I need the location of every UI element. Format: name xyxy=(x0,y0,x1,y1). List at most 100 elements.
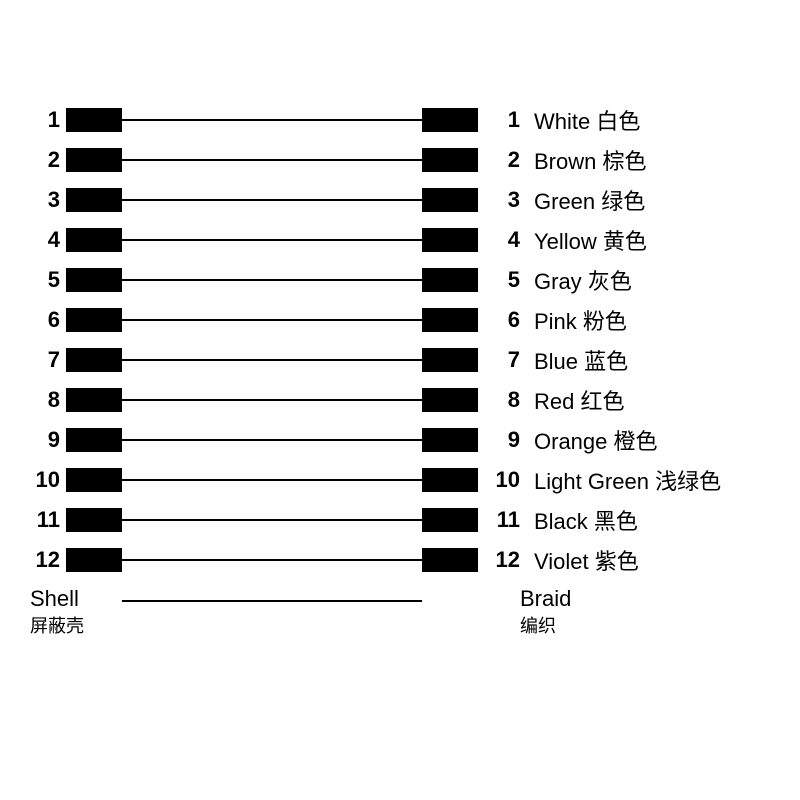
pin-number-left: 10 xyxy=(30,467,66,493)
pin-number-left: 11 xyxy=(30,507,66,533)
wire-terminal-block xyxy=(66,108,122,132)
shell-left-label: Shell 屏蔽壳 xyxy=(30,586,122,638)
wire-color-zh: 绿色 xyxy=(601,189,645,214)
wire-terminal-block xyxy=(422,268,478,292)
wire-color-en: Blue xyxy=(534,349,578,374)
wire-terminal-block xyxy=(422,108,478,132)
wire-terminal-block xyxy=(66,148,122,172)
wire-color-en: Gray xyxy=(534,269,582,294)
wire-terminal-block xyxy=(422,428,478,452)
wire-row: 11White 白色 xyxy=(30,100,770,140)
wire-color-en: Light Green xyxy=(534,469,649,494)
wire-terminal-block xyxy=(422,148,478,172)
wire-color-label: Pink 粉色 xyxy=(520,304,627,336)
shell-right-label: Braid 编织 xyxy=(422,586,571,638)
wire-color-en: Orange xyxy=(534,429,607,454)
wire-color-en: Black xyxy=(534,509,588,534)
wire-color-zh: 白色 xyxy=(596,109,640,134)
wire-row: 77Blue 蓝色 xyxy=(30,340,770,380)
wire-terminal-block xyxy=(422,188,478,212)
wire-color-en: White xyxy=(534,109,590,134)
wire-color-label: Brown 棕色 xyxy=(520,144,647,176)
wire-terminal-block xyxy=(66,188,122,212)
shell-wire-line xyxy=(122,600,422,602)
wire-color-zh: 黑色 xyxy=(594,509,638,534)
pin-number-right: 1 xyxy=(478,107,520,133)
pin-number-left: 5 xyxy=(30,267,66,293)
wire-line xyxy=(122,319,422,321)
wire-color-en: Brown xyxy=(534,149,596,174)
wire-color-en: Pink xyxy=(534,309,577,334)
wire-terminal-block xyxy=(422,468,478,492)
wire-terminal-block xyxy=(422,388,478,412)
wire-terminal-block xyxy=(66,308,122,332)
pin-number-right: 10 xyxy=(478,467,520,493)
pin-number-right: 2 xyxy=(478,147,520,173)
wire-line xyxy=(122,279,422,281)
wire-line xyxy=(122,519,422,521)
shell-row: Shell 屏蔽壳 Braid 编织 xyxy=(30,586,770,638)
pin-number-left: 2 xyxy=(30,147,66,173)
shell-left-en: Shell xyxy=(30,586,122,612)
wire-color-zh: 灰色 xyxy=(588,269,632,294)
wire-color-label: Blue 蓝色 xyxy=(520,344,628,376)
wire-color-label: Orange 橙色 xyxy=(520,424,658,456)
wire-terminal-block xyxy=(422,348,478,372)
pin-number-right: 12 xyxy=(478,547,520,573)
pin-number-right: 11 xyxy=(478,507,520,533)
wire-terminal-block xyxy=(66,508,122,532)
wire-row: 1212Violet 紫色 xyxy=(30,540,770,580)
wire-row: 55Gray 灰色 xyxy=(30,260,770,300)
wire-color-en: Green xyxy=(534,189,595,214)
wire-terminal-block xyxy=(422,548,478,572)
wire-row: 1111Black 黑色 xyxy=(30,500,770,540)
wire-line xyxy=(122,479,422,481)
wire-row: 1010Light Green 浅绿色 xyxy=(30,460,770,500)
wire-color-zh: 紫色 xyxy=(595,549,639,574)
wire-color-label: Violet 紫色 xyxy=(520,544,639,576)
pin-number-right: 9 xyxy=(478,427,520,453)
wire-line xyxy=(122,359,422,361)
shell-left-zh: 屏蔽壳 xyxy=(30,612,122,638)
wire-line xyxy=(122,159,422,161)
wire-row: 66Pink 粉色 xyxy=(30,300,770,340)
pin-number-left: 12 xyxy=(30,547,66,573)
wire-color-zh: 棕色 xyxy=(602,149,646,174)
wire-color-zh: 红色 xyxy=(580,389,624,414)
wire-terminal-block xyxy=(66,388,122,412)
pin-number-left: 3 xyxy=(30,187,66,213)
wire-color-zh: 浅绿色 xyxy=(655,469,721,494)
wire-terminal-block xyxy=(422,308,478,332)
wire-line xyxy=(122,439,422,441)
pin-number-left: 4 xyxy=(30,227,66,253)
wire-line xyxy=(122,399,422,401)
pin-number-left: 1 xyxy=(30,107,66,133)
wire-color-en: Yellow xyxy=(534,229,597,254)
wire-terminal-block xyxy=(422,228,478,252)
shell-right-en: Braid xyxy=(520,586,571,612)
pin-number-right: 4 xyxy=(478,227,520,253)
wire-color-label: Gray 灰色 xyxy=(520,264,632,296)
wire-row: 22Brown 棕色 xyxy=(30,140,770,180)
pin-number-left: 6 xyxy=(30,307,66,333)
wire-color-label: Light Green 浅绿色 xyxy=(520,464,721,496)
wire-color-label: White 白色 xyxy=(520,104,640,136)
wire-terminal-block xyxy=(66,548,122,572)
pin-number-left: 8 xyxy=(30,387,66,413)
wire-line xyxy=(122,559,422,561)
wire-row: 88Red 红色 xyxy=(30,380,770,420)
wire-color-zh: 蓝色 xyxy=(584,349,628,374)
pin-number-right: 3 xyxy=(478,187,520,213)
wire-terminal-block xyxy=(422,508,478,532)
wire-line xyxy=(122,239,422,241)
wire-line xyxy=(122,119,422,121)
wire-color-label: Black 黑色 xyxy=(520,504,638,536)
wire-terminal-block xyxy=(66,468,122,492)
wire-line xyxy=(122,199,422,201)
wire-color-label: Red 红色 xyxy=(520,384,625,416)
wire-color-zh: 黄色 xyxy=(603,229,647,254)
wire-terminal-block xyxy=(66,348,122,372)
wire-row: 4 4 Yellow 黄色 xyxy=(30,220,770,260)
wire-color-en: Red xyxy=(534,389,574,414)
shell-right-zh: 编织 xyxy=(520,612,571,638)
